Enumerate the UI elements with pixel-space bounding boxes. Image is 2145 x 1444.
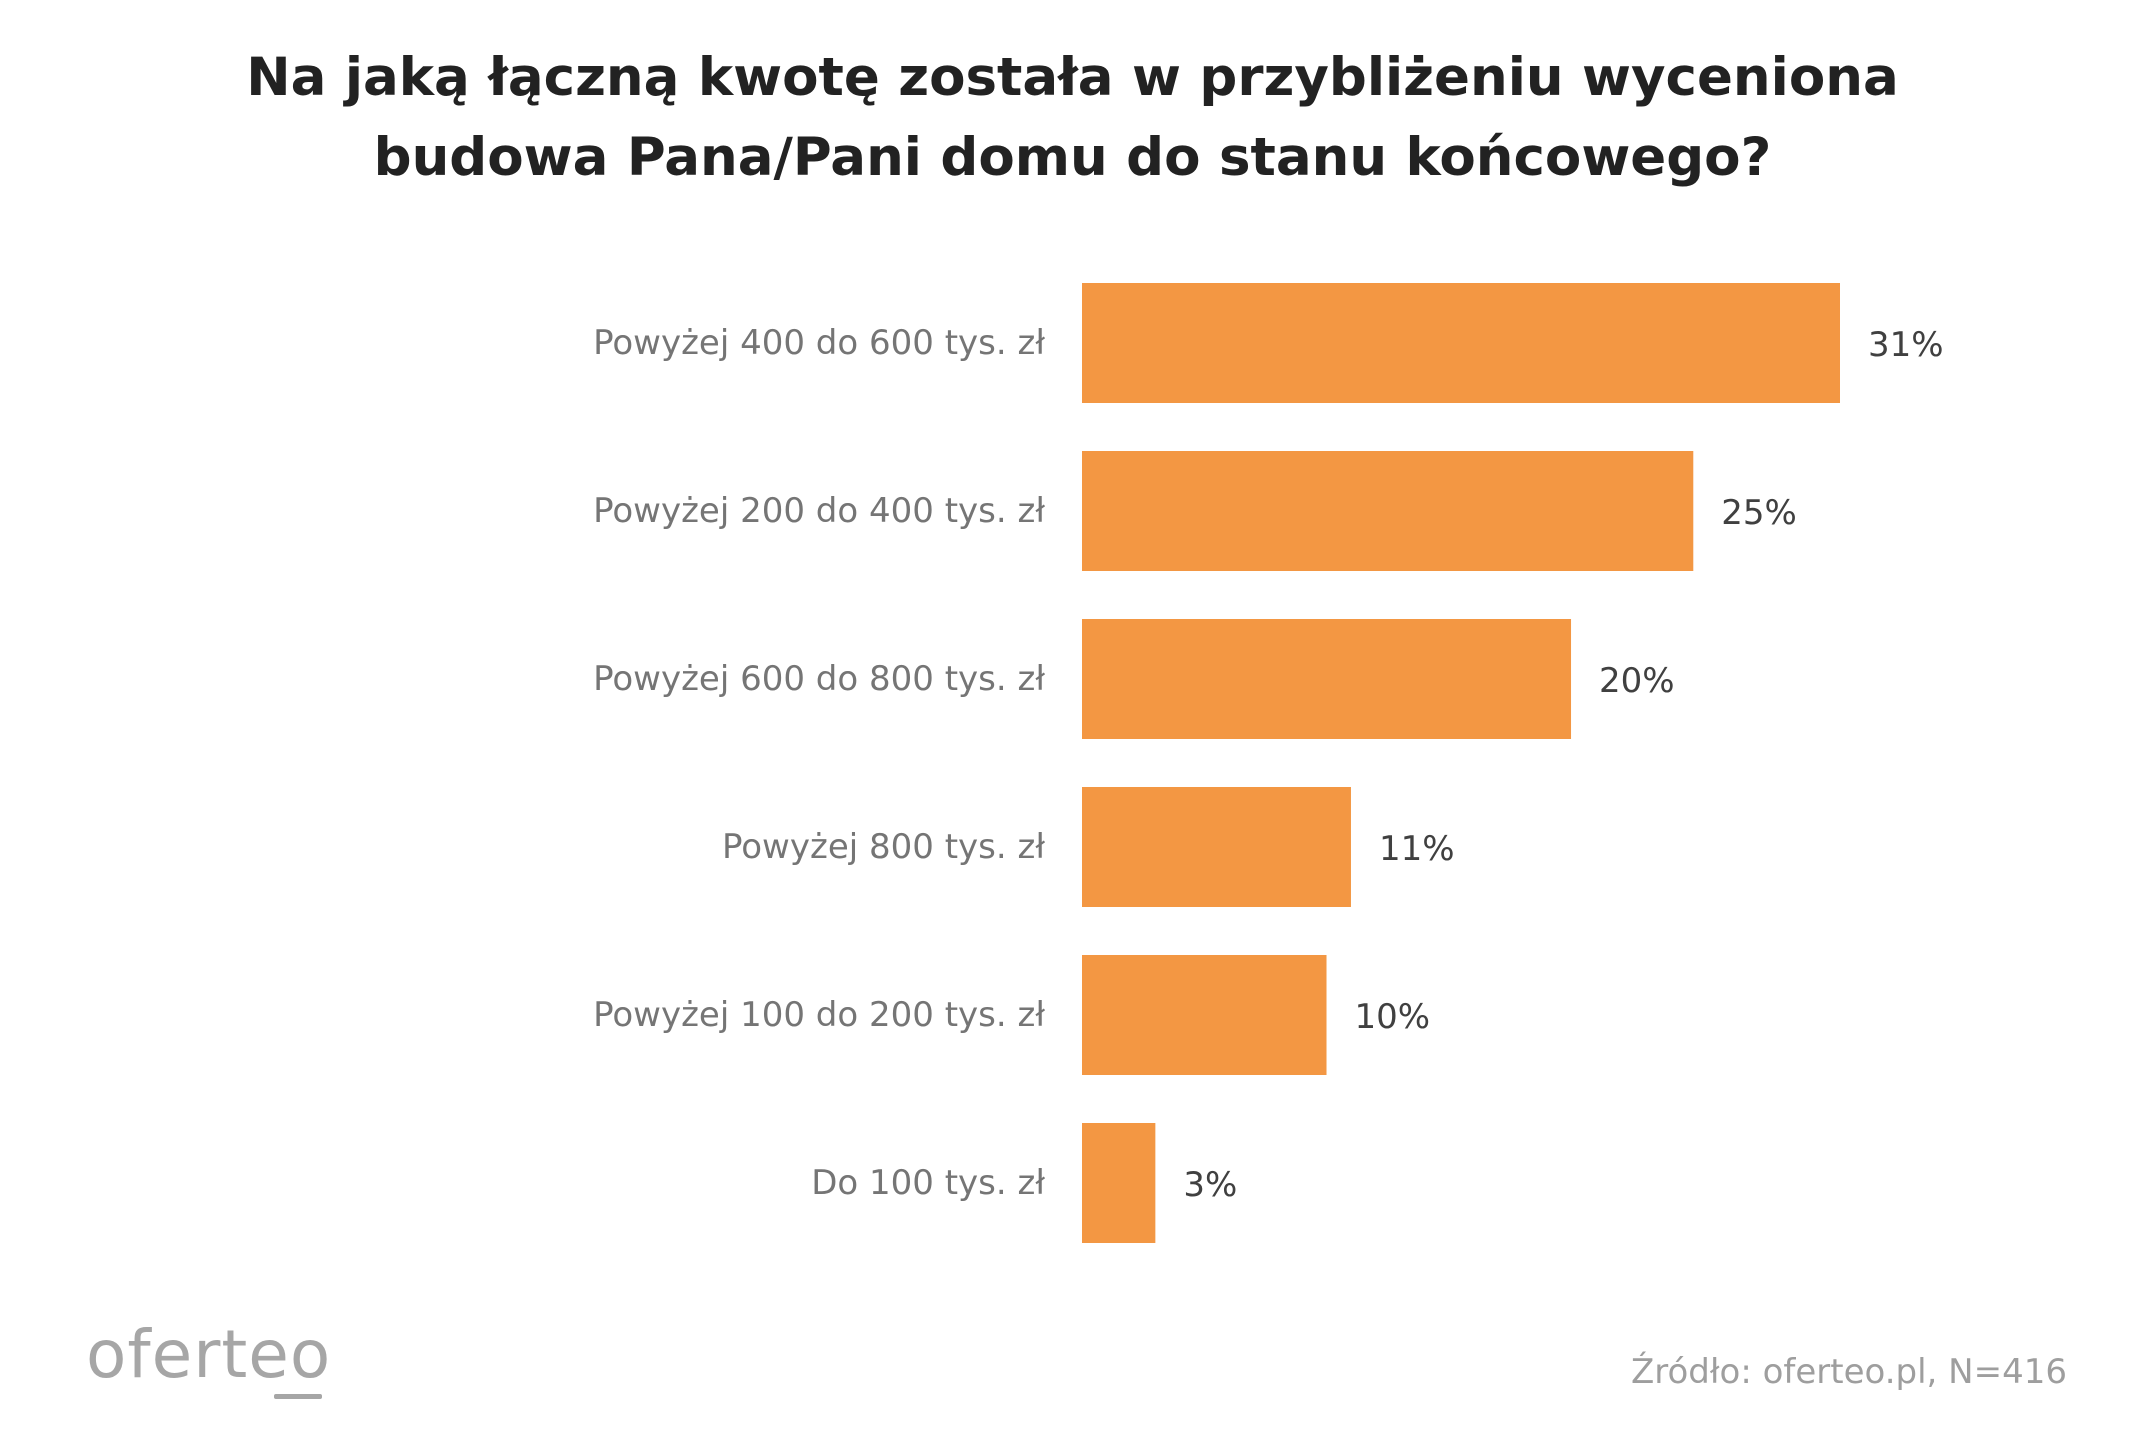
category-label: Powyżej 800 tys. zł <box>722 827 1045 867</box>
category-label: Powyżej 400 do 600 tys. zł <box>593 323 1045 363</box>
source-note: Źródło: oferteo.pl, N=416 <box>1630 1352 2067 1392</box>
value-label: 10% <box>1355 997 1431 1037</box>
chart-title-line-1: Na jaką łączną kwotę została w przybliże… <box>246 47 1899 108</box>
bar-chart: Powyżej 400 do 600 tys. zł 31% Powyżej 200… <box>593 283 1944 1243</box>
bar <box>1082 1123 1156 1243</box>
bar <box>1082 955 1327 1075</box>
chart-title: Na jaką łączną kwotę została w przybliże… <box>0 38 2145 198</box>
category-label: Do 100 tys. zł <box>811 1163 1045 1203</box>
value-label: 31% <box>1868 325 1944 365</box>
bar <box>1082 787 1351 907</box>
bar <box>1082 451 1694 571</box>
category-label: Powyżej 100 do 200 tys. zł <box>593 995 1045 1035</box>
value-label: 20% <box>1599 661 1675 701</box>
value-label: 3% <box>1183 1165 1237 1205</box>
category-label: Powyżej 200 do 400 tys. zł <box>593 491 1045 531</box>
value-label: 11% <box>1379 829 1455 869</box>
oferteo-logo: oferteo <box>86 1316 332 1393</box>
category-label: Powyżej 600 do 800 tys. zł <box>593 659 1045 699</box>
bar <box>1082 619 1572 739</box>
value-label: 25% <box>1721 493 1797 533</box>
chart-title-line-2: budowa Pana/Pani domu do stanu końcowego… <box>373 127 1772 188</box>
logo-underline <box>274 1394 322 1399</box>
bar <box>1082 283 1840 403</box>
